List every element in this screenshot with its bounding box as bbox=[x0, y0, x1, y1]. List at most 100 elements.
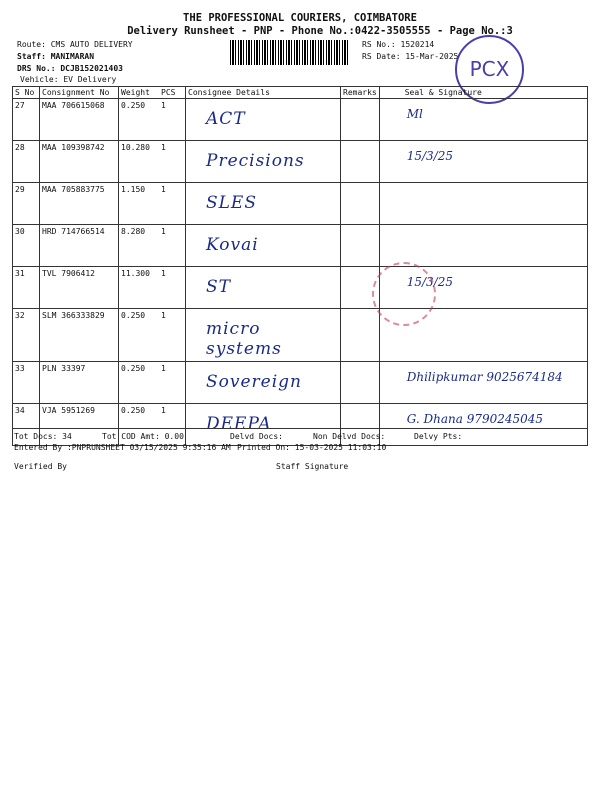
consignment-no: MAA 705883775 bbox=[39, 182, 119, 225]
drs-no: DRS No.: DCJB152021403 bbox=[17, 64, 123, 73]
tot-docs: Tot Docs: 34 bbox=[14, 432, 72, 441]
consignee-handwriting: DEEPA bbox=[206, 414, 272, 434]
tot-cod: Tot COD Amt: 0.00 bbox=[102, 432, 184, 441]
remarks bbox=[340, 98, 380, 141]
route: Route: CMS AUTO DELIVERY bbox=[17, 40, 133, 49]
weight: 8.280 bbox=[118, 224, 159, 267]
consignee-cell: Sovereign bbox=[185, 361, 341, 404]
consignee-handwriting: Precisions bbox=[206, 151, 305, 171]
red-stamp bbox=[372, 262, 436, 326]
sno: 32 bbox=[12, 308, 40, 362]
weight: 0.250 bbox=[118, 361, 159, 404]
col-consignee: Consignee Details bbox=[185, 86, 341, 99]
seal-signature bbox=[378, 224, 589, 267]
delvy-pts: Delvy Pts: bbox=[414, 432, 463, 441]
remarks bbox=[340, 403, 380, 446]
runsheet-subtitle: Delivery Runsheet - PNP - Phone No.:0422… bbox=[127, 25, 513, 37]
entered-by: Entered By :PNPRUNSHEET 03/15/2025 9:35:… bbox=[14, 443, 231, 452]
seal-signature bbox=[378, 182, 589, 225]
sno: 27 bbox=[12, 98, 40, 141]
col-pcs: PCS bbox=[159, 86, 186, 99]
col-remarks: Remarks bbox=[340, 86, 380, 99]
rs-no: RS No.: 1520214 bbox=[362, 40, 435, 49]
seal-signature: Dhilipkumar 9025674184 bbox=[378, 361, 589, 404]
consignee-cell: ACT bbox=[185, 98, 341, 141]
consignment-no: PLN 33397 bbox=[39, 361, 119, 404]
weight: 11.300 bbox=[118, 266, 159, 309]
remarks bbox=[340, 182, 380, 225]
pcs: 1 bbox=[159, 140, 186, 183]
signature: G. Dhana 9790245045 bbox=[406, 412, 544, 426]
consignee-cell: ST bbox=[185, 266, 341, 309]
rs-date: RS Date: 15-Mar-2025 bbox=[362, 52, 459, 61]
runsheet-table: S No Consignment No Weight PCS Consignee… bbox=[12, 86, 589, 446]
staff: Staff: MANIMARAN bbox=[17, 52, 95, 61]
table-row: 28 MAA 109398742 10.280 1 Precisions 15/… bbox=[12, 140, 589, 183]
remarks bbox=[340, 224, 380, 267]
sno: 29 bbox=[12, 182, 40, 225]
consignee-handwriting: SLES bbox=[206, 193, 257, 213]
company-title: THE PROFESSIONAL COURIERS, COIMBATORE bbox=[183, 12, 417, 24]
consignment-no: MAA 706615068 bbox=[39, 98, 119, 141]
sno: 31 bbox=[12, 266, 40, 309]
remarks bbox=[340, 361, 380, 404]
pcs: 1 bbox=[159, 361, 186, 404]
col-seal: Seal & Signature bbox=[378, 86, 589, 99]
pcs: 1 bbox=[159, 403, 186, 446]
sno: 34 bbox=[12, 403, 40, 446]
delvd-docs: Delvd Docs: bbox=[230, 432, 283, 441]
consignee-handwriting: ACT bbox=[206, 109, 246, 129]
remarks bbox=[340, 308, 380, 362]
col-consignment: Consignment No bbox=[39, 86, 119, 99]
pcs: 1 bbox=[159, 308, 186, 362]
table-row: 32 SLM 366333829 0.250 1 micro systems bbox=[12, 308, 589, 362]
signature: 15/3/25 bbox=[406, 149, 453, 163]
barcode bbox=[230, 40, 348, 65]
weight: 1.150 bbox=[118, 182, 159, 225]
consignee-handwriting: micro systems bbox=[206, 319, 282, 359]
staff-signature: Staff Signature bbox=[276, 462, 349, 471]
table-row: 33 PLN 33397 0.250 1 Sovereign Dhilipkum… bbox=[12, 361, 589, 404]
weight: 0.250 bbox=[118, 403, 159, 446]
consignee-handwriting: ST bbox=[206, 277, 231, 297]
table-row: 30 HRD 714766514 8.280 1 Kovai bbox=[12, 224, 589, 267]
weight: 0.250 bbox=[118, 98, 159, 141]
consignee-handwriting: Kovai bbox=[206, 235, 259, 255]
signature: Ml bbox=[406, 107, 423, 121]
consignee-cell: Kovai bbox=[185, 224, 341, 267]
pcs: 1 bbox=[159, 224, 186, 267]
consignee-cell: micro systems bbox=[185, 308, 341, 362]
weight: 0.250 bbox=[118, 308, 159, 362]
table-row: 29 MAA 705883775 1.150 1 SLES bbox=[12, 182, 589, 225]
col-weight: Weight bbox=[118, 86, 159, 99]
consignee-handwriting: Sovereign bbox=[206, 372, 303, 392]
divider bbox=[12, 428, 588, 429]
sno: 33 bbox=[12, 361, 40, 404]
sno: 28 bbox=[12, 140, 40, 183]
sno: 30 bbox=[12, 224, 40, 267]
col-sno: S No bbox=[12, 86, 40, 99]
table-row: 34 VJA 5951269 0.250 1 DEEPA G. Dhana 97… bbox=[12, 403, 589, 446]
verified-by: Verified By bbox=[14, 462, 67, 471]
remarks bbox=[340, 140, 380, 183]
seal-signature: Ml bbox=[378, 98, 589, 141]
vehicle: Vehicle: EV Delivery bbox=[20, 75, 117, 84]
table-header: S No Consignment No Weight PCS Consignee… bbox=[12, 86, 589, 99]
pcs: 1 bbox=[159, 98, 186, 141]
weight: 10.280 bbox=[118, 140, 159, 183]
consignment-no: TVL 7906412 bbox=[39, 266, 119, 309]
consignment-no: SLM 366333829 bbox=[39, 308, 119, 362]
table-row: 31 TVL 7906412 11.300 1 ST 15/3/25 bbox=[12, 266, 589, 309]
seal-signature: 15/3/25 bbox=[378, 140, 589, 183]
consignee-cell: Precisions bbox=[185, 140, 341, 183]
seal-signature: G. Dhana 9790245045 bbox=[378, 403, 589, 446]
consignee-cell: DEEPA bbox=[185, 403, 341, 446]
printed-on: Printed On: 15-03-2025 11:03:10 bbox=[237, 443, 387, 452]
table-row: 27 MAA 706615068 0.250 1 ACT Ml bbox=[12, 98, 589, 141]
signature: Dhilipkumar 9025674184 bbox=[406, 370, 563, 384]
consignment-no: MAA 109398742 bbox=[39, 140, 119, 183]
consignee-cell: SLES bbox=[185, 182, 341, 225]
pcs: 1 bbox=[159, 266, 186, 309]
non-delvd-docs: Non Delvd Docs: bbox=[313, 432, 386, 441]
